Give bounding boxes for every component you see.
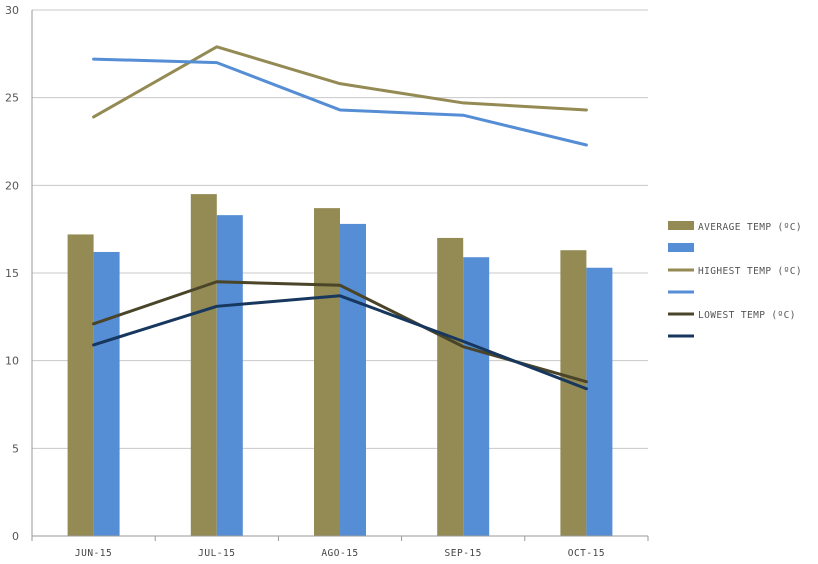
bar-2-jul-15 [216,215,243,536]
bar-1-jun-15 [67,234,94,536]
bar-2-jun-15 [93,251,120,536]
legend-swatch-bar [668,221,694,230]
bar-2-sep-15 [463,257,490,536]
y-tick-label: 15 [5,267,19,280]
bar-2-ago-15 [340,223,366,536]
x-tick-label: AGO-15 [321,548,358,559]
legend-label: LOWEST TEMP (ºC) [698,310,796,321]
bar-1-jul-15 [190,194,217,536]
bar-2-oct-15 [586,267,613,536]
x-tick-label: JUN-15 [75,548,112,559]
y-tick-label: 25 [5,92,19,105]
line-series-group [92,45,588,391]
x-axis-tick-labels: JUN-15 JUL-15 AGO-15 SEP-15 OCT-15 [75,548,605,559]
bar-1-sep-15 [437,237,464,536]
x-tick-label: JUL-15 [198,548,235,559]
line-series-4 [92,294,588,391]
legend-label: AVERAGE TEMP (ºC) [698,222,802,233]
y-tick-label: 20 [5,179,19,192]
legend: AVERAGE TEMP (ºC) HIGHEST TEMP (ºC) LOWEST… [668,221,802,338]
line-series-2 [92,57,588,147]
y-tick-label: 0 [12,530,19,543]
line-series-1 [92,45,588,119]
y-tick-label: 30 [5,4,19,17]
y-tick-label: 5 [12,442,19,455]
bar-1-oct-15 [560,250,587,536]
y-tick-label: 10 [5,355,19,368]
x-tick-label: SEP-15 [445,548,482,559]
legend-label: HIGHEST TEMP (ºC) [698,266,802,277]
bar-series-group [67,194,613,537]
x-tick-label: OCT-15 [568,548,605,559]
y-axis-tick-labels: 0 5 10 15 20 25 30 [5,4,19,543]
bar-1-ago-15 [314,208,340,537]
axes [31,10,649,541]
legend-swatch-bar [668,243,694,252]
